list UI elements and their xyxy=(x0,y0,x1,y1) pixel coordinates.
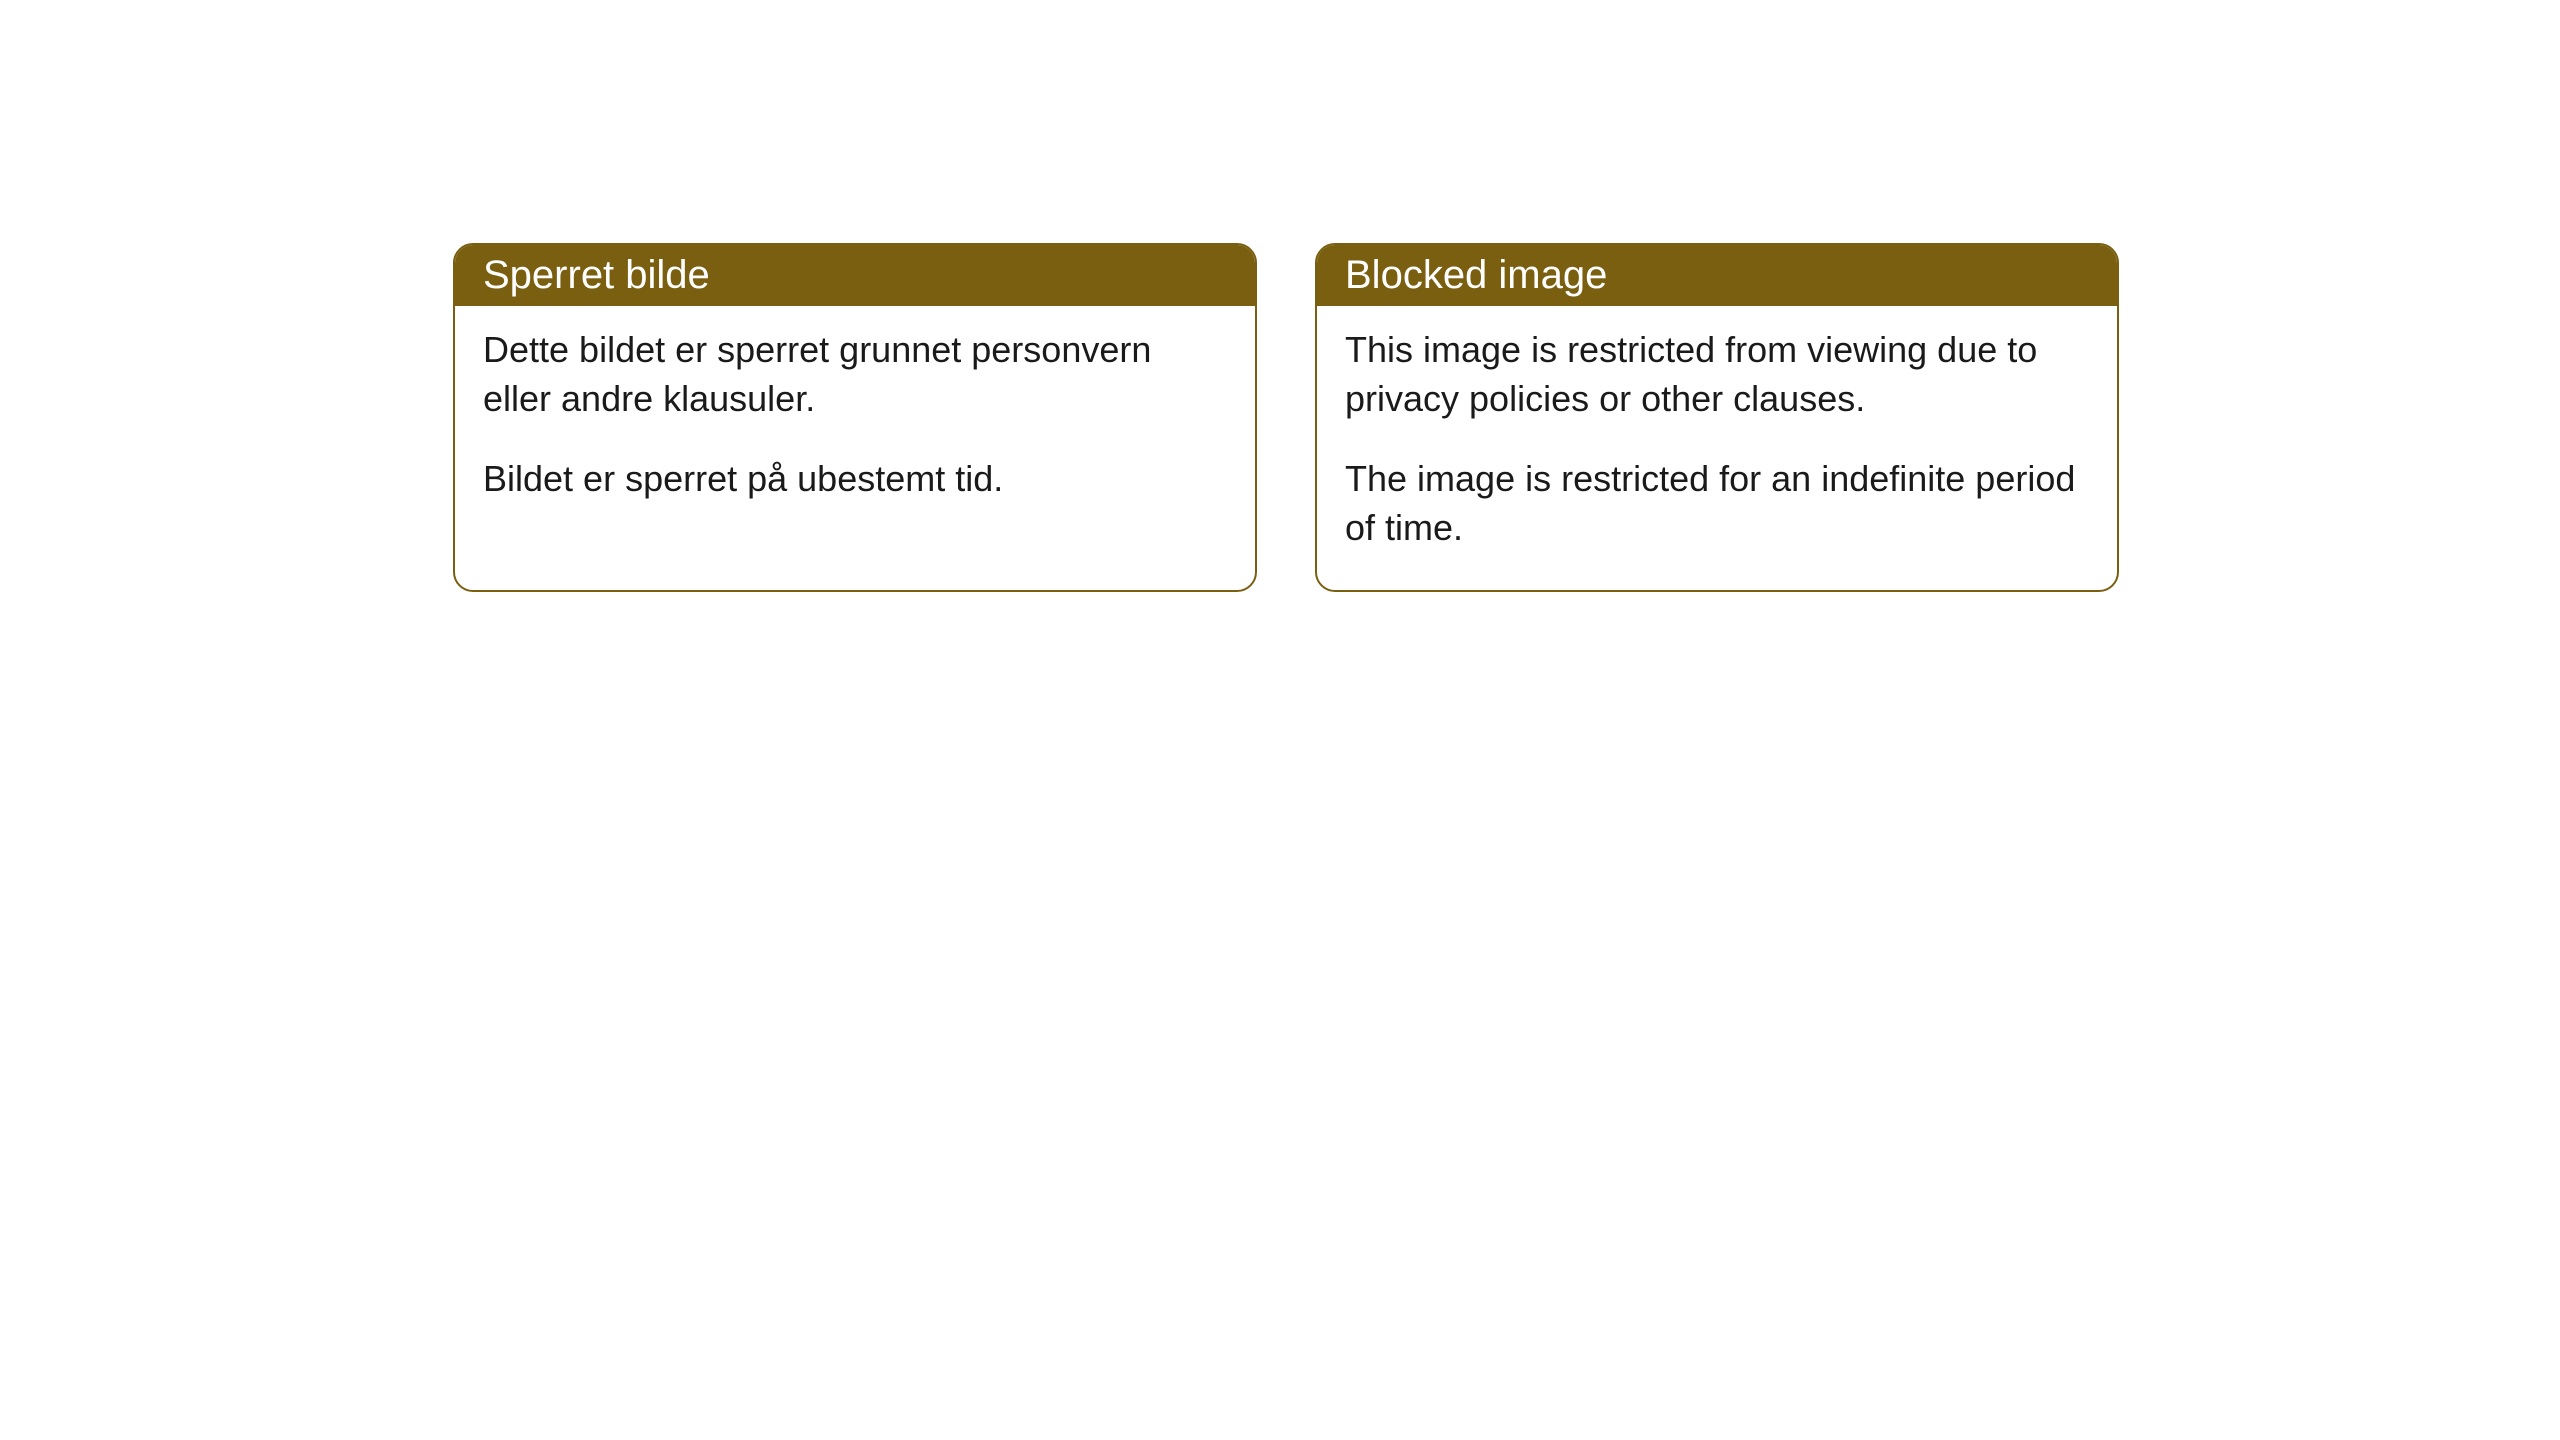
cards-container: Sperret bilde Dette bildet er sperret gr… xyxy=(453,243,2119,592)
card-text-norwegian-1: Dette bildet er sperret grunnet personve… xyxy=(483,326,1227,423)
card-norwegian: Sperret bilde Dette bildet er sperret gr… xyxy=(453,243,1257,592)
card-header-english: Blocked image xyxy=(1317,245,2117,306)
card-text-english-1: This image is restricted from viewing du… xyxy=(1345,326,2089,423)
card-body-norwegian: Dette bildet er sperret grunnet personve… xyxy=(455,306,1255,542)
card-body-english: This image is restricted from viewing du… xyxy=(1317,306,2117,590)
card-text-norwegian-2: Bildet er sperret på ubestemt tid. xyxy=(483,455,1227,504)
card-text-english-2: The image is restricted for an indefinit… xyxy=(1345,455,2089,552)
card-english: Blocked image This image is restricted f… xyxy=(1315,243,2119,592)
card-header-norwegian: Sperret bilde xyxy=(455,245,1255,306)
